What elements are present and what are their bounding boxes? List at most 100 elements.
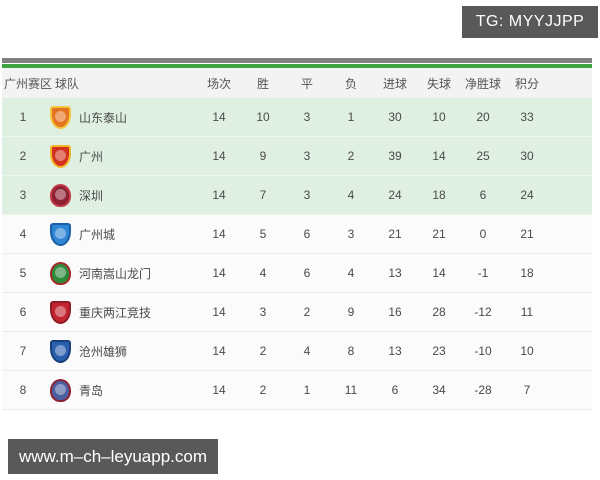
team-cell: 广州城 [44,222,197,246]
stat-goals-against: 23 [432,344,446,358]
table-row: 6 重庆两江竞技 14 3 2 9 16 28 -12 11 [2,293,592,332]
team-logo [50,105,71,129]
table-accent-green-bar [2,64,592,68]
table-row: 8 青岛 14 2 1 11 6 34 -28 7 [2,371,592,410]
team-logo [50,378,71,402]
team-logo [50,300,71,324]
stat-draws: 2 [303,305,311,319]
team-name: 沧州雄狮 [79,344,128,359]
team-cell: 沧州雄狮 [44,339,197,363]
rank: 2 [19,149,27,163]
site-watermark: www.m–ch–leyuapp.com [8,439,218,474]
header-points: 积分 [514,76,539,91]
stat-draws: 3 [303,188,311,202]
table-row: 3 深圳 14 7 3 4 24 18 6 24 [2,176,592,215]
header-team: 球队 [55,76,80,91]
stat-goal-diff: -28 [474,383,492,397]
header-draws: 平 [300,76,313,91]
stat-played: 14 [212,305,226,319]
stat-wins: 3 [259,305,267,319]
stat-played: 14 [212,227,226,241]
stat-played: 14 [212,383,226,397]
header-played: 场次 [206,76,231,91]
team-cell: 广州 [44,144,197,168]
header-goal-diff: 净胜球 [464,76,501,91]
rank: 7 [19,344,27,358]
stat-played: 14 [212,110,226,124]
stat-draws: 1 [303,383,311,397]
stat-played: 14 [212,266,226,280]
stat-goal-diff: -10 [474,344,492,358]
table-row: 7 沧州雄狮 14 2 4 8 13 23 -10 10 [2,332,592,371]
stat-goals-against: 28 [432,305,446,319]
stat-points: 10 [520,344,534,358]
stat-goals-for: 39 [388,149,402,163]
stat-goal-diff: 6 [479,188,487,202]
stat-losses: 2 [347,149,355,163]
table-top-gray-bar [2,58,592,63]
standings-table: 广州赛区 球队 场次 胜 平 负 进球 失球 净胜球 积分 1 山东泰山 14 … [2,58,592,410]
team-name: 青岛 [79,383,104,398]
team-cell: 重庆两江竞技 [44,300,197,324]
team-cell: 深圳 [44,183,197,207]
stat-draws: 3 [303,149,311,163]
table-row: 4 广州城 14 5 6 3 21 21 0 21 [2,215,592,254]
rank: 5 [19,266,27,280]
header-region: 广州赛区 [4,76,53,91]
table-row: 5 河南嵩山龙门 14 4 6 4 13 14 -1 18 [2,254,592,293]
stat-losses: 3 [347,227,355,241]
stat-draws: 4 [303,344,311,358]
team-logo [50,144,71,168]
stat-goals-for: 21 [388,227,402,241]
stat-losses: 1 [347,110,355,124]
stat-points: 11 [520,305,534,319]
stat-goals-for: 13 [388,344,402,358]
stat-goals-for: 24 [388,188,402,202]
table-row: 2 广州 14 9 3 2 39 14 25 30 [2,137,592,176]
stat-points: 7 [523,383,531,397]
stat-points: 21 [520,227,534,241]
table-row: 1 山东泰山 14 10 3 1 30 10 20 33 [2,98,592,137]
stat-goal-diff: -12 [474,305,492,319]
team-logo [50,183,71,207]
stat-goals-against: 14 [432,149,446,163]
team-name: 山东泰山 [79,110,128,125]
stat-goals-for: 6 [391,383,399,397]
stat-losses: 9 [347,305,355,319]
rank: 8 [19,383,27,397]
stat-wins: 2 [259,344,267,358]
rank: 4 [19,227,27,241]
header-losses: 负 [344,76,357,91]
rank: 1 [19,110,27,124]
stat-goal-diff: 25 [476,149,490,163]
stat-played: 14 [212,188,226,202]
team-logo [50,339,71,363]
stat-draws: 6 [303,266,311,280]
stat-goals-against: 34 [432,383,446,397]
stat-points: 30 [520,149,534,163]
stat-wins: 7 [259,188,267,202]
stat-goals-against: 10 [432,110,446,124]
stat-goal-diff: 0 [479,227,487,241]
stat-played: 14 [212,344,226,358]
stat-losses: 4 [347,188,355,202]
stat-losses: 11 [344,383,358,397]
stat-goals-for: 13 [388,266,402,280]
team-name: 河南嵩山龙门 [79,266,152,281]
stat-goals-against: 18 [432,188,446,202]
stat-losses: 8 [347,344,355,358]
stat-goal-diff: -1 [477,266,489,280]
header-wins: 胜 [256,76,269,91]
team-cell: 河南嵩山龙门 [44,261,197,285]
stat-points: 33 [520,110,534,124]
stat-goals-against: 21 [432,227,446,241]
team-name: 广州 [79,149,104,164]
stat-goals-for: 30 [388,110,402,124]
stat-points: 18 [520,266,534,280]
telegram-watermark: TG: MYYJJPP [462,6,598,38]
stat-wins: 4 [259,266,267,280]
stat-points: 24 [520,188,534,202]
stat-draws: 6 [303,227,311,241]
stat-goals-for: 16 [388,305,402,319]
team-logo [50,261,71,285]
